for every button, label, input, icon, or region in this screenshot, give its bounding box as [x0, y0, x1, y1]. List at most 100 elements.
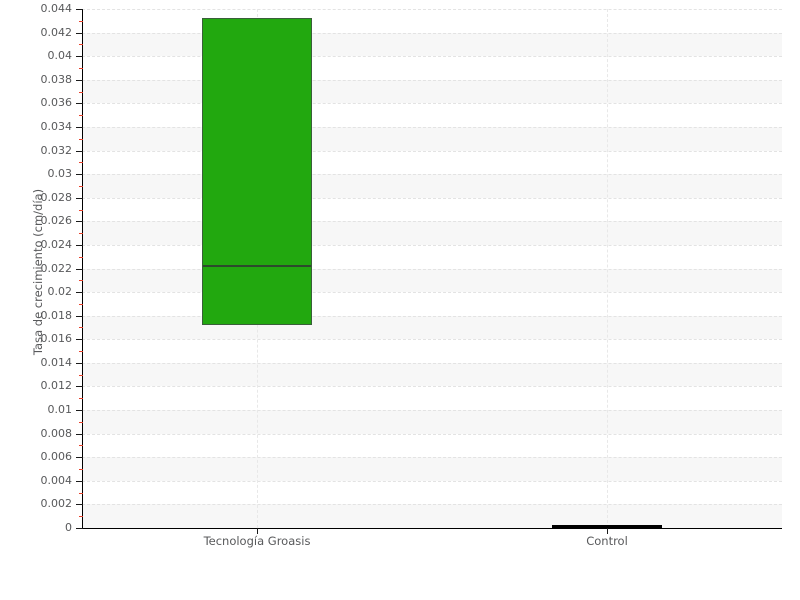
y-tick-label: 0.006: [40, 450, 73, 464]
y-tick-label: 0.004: [40, 473, 73, 487]
bar-1: [202, 18, 312, 326]
y-tick-minor: [79, 469, 83, 471]
gridline-horizontal: [82, 386, 782, 388]
gridline-horizontal: [82, 197, 782, 199]
y-tick-major: [76, 268, 83, 270]
y-tick-label: 0.036: [40, 96, 73, 110]
background-band: [82, 457, 782, 481]
background-band: [82, 504, 782, 528]
plot-area: [82, 9, 782, 528]
y-tick-major: [76, 197, 83, 199]
y-tick-minor: [79, 374, 83, 376]
gridline-horizontal: [82, 433, 782, 435]
y-tick-label: 0.04: [47, 49, 73, 63]
background-band: [82, 315, 782, 340]
background-band: [82, 126, 782, 151]
y-tick-major: [76, 150, 83, 152]
y-tick-major: [76, 339, 83, 341]
y-tick-label: 0.028: [40, 190, 73, 204]
median-line-1: [203, 264, 311, 267]
y-tick-major: [76, 457, 83, 459]
y-tick-major: [76, 56, 83, 58]
y-tick-major: [76, 126, 83, 128]
gridline-horizontal: [82, 9, 782, 10]
gridline-horizontal: [82, 56, 782, 58]
y-tick-minor: [79, 280, 83, 282]
y-tick-label: 0.022: [40, 261, 73, 275]
y-tick-minor: [79, 44, 83, 46]
y-tick-label: 0.008: [40, 426, 73, 440]
background-band: [82, 79, 782, 104]
y-tick-label: 0.02: [47, 285, 73, 299]
y-tick-minor: [79, 327, 83, 329]
y-tick-minor: [79, 303, 83, 305]
y-tick-minor: [79, 256, 83, 258]
y-tick-major: [76, 433, 83, 435]
y-tick-label: 0.044: [40, 2, 73, 15]
y-tick-minor: [79, 492, 83, 494]
y-tick-major: [76, 504, 83, 506]
background-band: [82, 32, 782, 57]
gridline-horizontal: [82, 339, 782, 341]
gridline-vertical: [607, 9, 608, 528]
gridline-horizontal: [82, 126, 782, 128]
y-tick-minor: [79, 209, 83, 211]
y-tick-minor: [79, 421, 83, 423]
background-band: [82, 410, 782, 434]
gridline-horizontal: [82, 410, 782, 412]
y-tick-minor: [79, 445, 83, 447]
y-tick-label: 0.018: [40, 308, 73, 322]
y-tick-label: 0.01: [47, 403, 73, 417]
y-tick-label: 0.038: [40, 72, 73, 86]
y-tick-label: 0.032: [40, 143, 73, 157]
y-tick-label: 0.002: [40, 497, 73, 511]
y-tick-major: [76, 362, 83, 364]
y-tick-major: [76, 79, 83, 81]
y-tick-major: [76, 9, 83, 10]
y-tick-minor: [79, 516, 83, 518]
y-tick-minor: [79, 91, 83, 93]
y-tick-major: [76, 410, 83, 412]
gridline-horizontal: [82, 32, 782, 34]
y-tick-label: 0: [65, 521, 72, 534]
gridline-horizontal: [82, 221, 782, 223]
x-tick-label-1: Tecnología Groasis: [203, 534, 311, 548]
y-tick-minor: [79, 162, 83, 164]
y-tick-major: [76, 528, 83, 529]
x-tick-mark: [257, 528, 258, 534]
x-tick-mark: [607, 528, 608, 534]
y-tick-major: [76, 292, 83, 294]
gridline-horizontal: [82, 362, 782, 364]
y-tick-minor: [79, 351, 83, 353]
y-tick-minor: [79, 115, 83, 117]
y-tick-major: [76, 480, 83, 482]
y-tick-label: 0.026: [40, 214, 73, 228]
y-tick-minor: [79, 233, 83, 235]
y-tick-minor: [79, 20, 83, 22]
y-tick-major: [76, 386, 83, 388]
y-tick-major: [76, 103, 83, 105]
gridline-horizontal: [82, 79, 782, 81]
y-tick-minor: [79, 398, 83, 400]
y-tick-label: 0.012: [40, 379, 73, 393]
gridline-horizontal: [82, 103, 782, 105]
gridline-horizontal: [82, 480, 782, 482]
y-tick-major: [76, 174, 83, 176]
gridline-horizontal: [82, 292, 782, 294]
y-tick-label: 0.042: [40, 25, 73, 39]
y-tick-major: [76, 32, 83, 34]
gridline-horizontal: [82, 150, 782, 152]
gridline-horizontal: [82, 244, 782, 246]
gridline-horizontal: [82, 174, 782, 176]
y-tick-major: [76, 315, 83, 317]
y-tick-label: 0.016: [40, 332, 73, 346]
y-tick-major: [76, 221, 83, 223]
bar-2: [552, 525, 662, 528]
gridline-horizontal: [82, 504, 782, 506]
y-tick-minor: [79, 138, 83, 140]
y-tick-label: 0.024: [40, 237, 73, 251]
y-tick-major: [76, 244, 83, 246]
gridline-horizontal: [82, 315, 782, 317]
gridline-horizontal: [82, 457, 782, 459]
